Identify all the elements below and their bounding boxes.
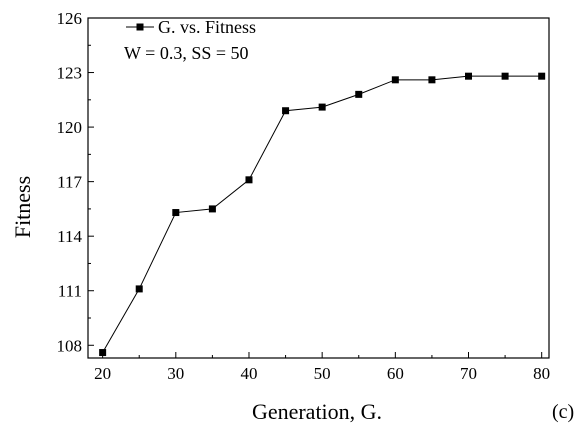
data-point bbox=[245, 176, 253, 184]
x-tick-label: 80 bbox=[533, 364, 550, 383]
x-tick-label: 50 bbox=[314, 364, 331, 383]
data-point bbox=[135, 285, 143, 293]
annotation-text: W = 0.3, SS = 50 bbox=[124, 43, 249, 63]
legend-series-label: G. vs. Fitness bbox=[158, 17, 256, 37]
axes-frame bbox=[87, 17, 550, 359]
panel-label: (c) bbox=[552, 401, 574, 423]
y-tick-label: 108 bbox=[57, 336, 83, 355]
data-point bbox=[208, 205, 216, 213]
x-tick-label: 20 bbox=[94, 364, 111, 383]
data-point bbox=[391, 76, 399, 84]
data-point bbox=[318, 103, 326, 111]
plot-area-border bbox=[87, 17, 550, 359]
y-tick-label: 117 bbox=[57, 173, 82, 192]
data-point bbox=[355, 90, 363, 98]
x-tick-label: 30 bbox=[167, 364, 184, 383]
series-layer bbox=[99, 72, 546, 357]
data-point bbox=[538, 72, 546, 80]
x-tick-label: 40 bbox=[240, 364, 257, 383]
data-point bbox=[282, 107, 290, 115]
y-tick-label: 111 bbox=[58, 282, 82, 301]
legend: G. vs. Fitness W = 0.3, SS = 50 bbox=[124, 17, 256, 63]
legend-marker-swatch bbox=[136, 23, 144, 31]
y-tick-label: 123 bbox=[57, 64, 83, 83]
y-axis-title: Fitness bbox=[10, 176, 35, 238]
x-axis-title: Generation, G. bbox=[252, 399, 382, 424]
data-point bbox=[465, 72, 473, 80]
data-point bbox=[99, 349, 107, 357]
data-point bbox=[172, 209, 180, 217]
y-tick-label: 126 bbox=[57, 9, 83, 28]
axis-ticks: 20 30 40 50 60 70 80 108 111 114 117 120 123 126 bbox=[57, 9, 551, 383]
y-tick-label: 120 bbox=[57, 118, 83, 137]
y-tick-label: 114 bbox=[57, 227, 82, 246]
x-tick-label: 70 bbox=[460, 364, 477, 383]
data-point bbox=[501, 72, 509, 80]
data-point bbox=[428, 76, 436, 84]
x-tick-label: 60 bbox=[387, 364, 404, 383]
series-line bbox=[102, 75, 542, 353]
